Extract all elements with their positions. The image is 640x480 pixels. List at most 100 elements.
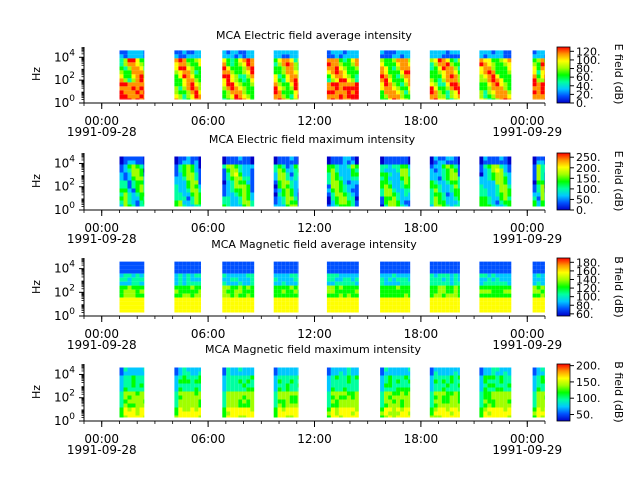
- cell: [246, 188, 251, 193]
- cell: [532, 415, 537, 418]
- cell: [119, 277, 124, 282]
- data-block: [429, 50, 460, 100]
- cell: [400, 265, 405, 270]
- cell: [354, 273, 359, 278]
- cell: [338, 196, 343, 201]
- y-tick-label: 102: [54, 71, 75, 87]
- cell: [449, 54, 454, 59]
- cell: [536, 192, 541, 197]
- cell: [350, 289, 355, 294]
- cell: [396, 277, 401, 282]
- cell: [507, 168, 512, 173]
- cell: [495, 403, 500, 408]
- cell: [453, 78, 458, 83]
- cell: [277, 78, 282, 83]
- cell: [226, 58, 231, 63]
- cell: [540, 387, 545, 392]
- cell: [194, 407, 199, 412]
- cell: [190, 415, 195, 418]
- cell: [190, 164, 195, 169]
- cell: [194, 301, 199, 306]
- cell: [326, 261, 331, 266]
- cell: [234, 305, 239, 310]
- cell: [246, 403, 251, 408]
- cell: [449, 164, 454, 169]
- cell: [449, 200, 454, 205]
- cell: [238, 160, 243, 165]
- cell: [532, 58, 537, 63]
- cell: [445, 293, 450, 298]
- cell: [326, 383, 331, 388]
- cell: [350, 391, 355, 396]
- cell: [178, 196, 183, 201]
- colorbar-tick-label: 0.: [576, 204, 587, 217]
- cell: [354, 277, 359, 282]
- cell: [380, 261, 385, 266]
- cell: [429, 293, 434, 298]
- cell: [388, 403, 393, 408]
- cell: [222, 98, 227, 100]
- cell: [499, 383, 504, 388]
- cell: [246, 98, 251, 100]
- cell: [437, 94, 442, 99]
- cell: [453, 273, 458, 278]
- cell: [242, 168, 247, 173]
- cell: [250, 281, 255, 286]
- cell: [540, 261, 545, 266]
- cell: [400, 156, 405, 161]
- cell: [186, 176, 191, 181]
- cell: [433, 281, 438, 286]
- cell: [429, 403, 434, 408]
- cell: [350, 415, 355, 418]
- cell: [441, 285, 446, 290]
- cell: [499, 289, 504, 294]
- cell: [250, 261, 255, 266]
- cell: [246, 269, 251, 274]
- cell: [281, 164, 286, 169]
- cell: [384, 379, 389, 384]
- cell: [226, 403, 231, 408]
- cell: [127, 387, 132, 392]
- cell: [334, 94, 339, 99]
- cell: [536, 74, 541, 79]
- cell: [437, 66, 442, 71]
- cell: [392, 367, 397, 372]
- cell: [190, 301, 195, 306]
- cell: [404, 98, 409, 100]
- cell: [273, 196, 278, 201]
- cell: [230, 293, 235, 298]
- cell: [273, 188, 278, 193]
- cell: [139, 78, 144, 83]
- cell: [289, 395, 294, 400]
- cell: [143, 78, 145, 83]
- cell: [354, 176, 359, 181]
- cell: [404, 415, 409, 418]
- cell: [273, 168, 278, 173]
- cell: [234, 297, 239, 302]
- cell: [437, 411, 442, 416]
- cell: [198, 196, 201, 201]
- cell: [238, 200, 243, 205]
- x-tick-date: 1991-09-29: [492, 125, 562, 139]
- cell: [479, 172, 484, 177]
- cell: [429, 395, 434, 400]
- cell: [123, 371, 128, 376]
- cell: [135, 82, 140, 87]
- cell: [507, 58, 512, 63]
- cell: [174, 305, 179, 310]
- cell: [123, 395, 128, 400]
- cell: [222, 188, 227, 193]
- cell: [273, 172, 278, 177]
- cell: [487, 309, 492, 313]
- cell: [388, 90, 393, 95]
- cell: [457, 70, 460, 75]
- cell: [326, 391, 331, 396]
- cell: [396, 66, 401, 71]
- cell: [178, 58, 183, 63]
- cell: [135, 74, 140, 79]
- cell: [127, 403, 132, 408]
- cell: [499, 309, 504, 313]
- cell: [326, 70, 331, 75]
- cell: [143, 265, 145, 270]
- cell: [429, 86, 434, 91]
